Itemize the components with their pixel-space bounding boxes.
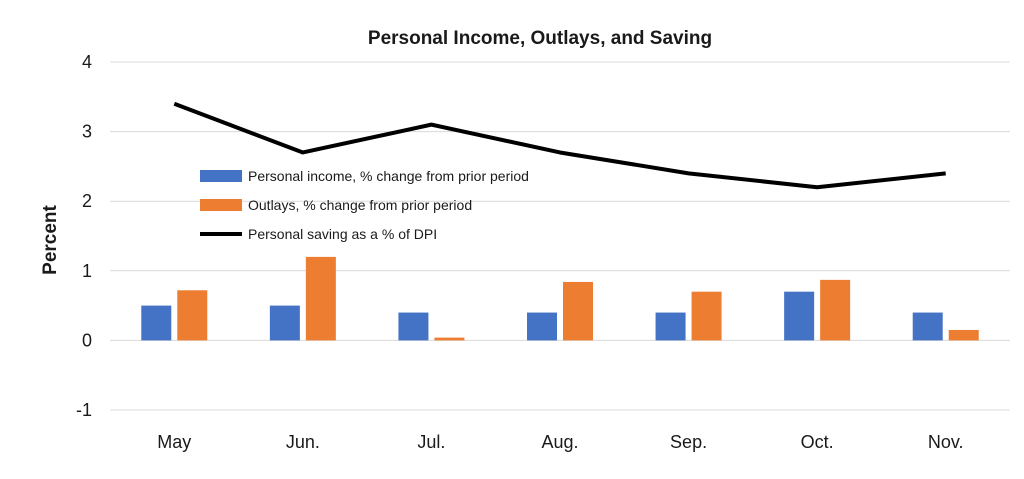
legend-swatch [200, 170, 242, 182]
series-line [173, 101, 946, 190]
x-tick-label: Nov. [928, 432, 964, 452]
y-tick-label: -1 [76, 400, 92, 420]
x-tick-label: Aug. [541, 432, 578, 452]
bar [398, 312, 429, 341]
bar [269, 305, 300, 341]
x-tick-label: Oct. [801, 432, 834, 452]
bar [820, 279, 851, 341]
bar [784, 291, 815, 341]
bar [527, 312, 557, 341]
bar [912, 312, 943, 341]
saving-line [173, 101, 946, 190]
x-tick-label: Jul. [417, 432, 445, 452]
bar [141, 305, 172, 341]
bar [177, 290, 208, 341]
legend-label: Personal saving as a % of DPI [248, 226, 437, 242]
y-axis-label: Percent [40, 204, 61, 274]
y-tick-label: 4 [82, 52, 92, 72]
bars [141, 256, 979, 341]
y-tick-label: 2 [82, 191, 92, 211]
y-tick-label: 1 [82, 261, 92, 281]
legend: Personal income, % change from prior per… [200, 168, 529, 242]
x-tick-label: Jun. [286, 432, 320, 452]
bar [563, 281, 593, 341]
x-tick-label: Sep. [670, 432, 707, 452]
gridlines [110, 61, 1010, 411]
legend-swatch [200, 199, 242, 211]
chart-title: Personal Income, Outlays, and Saving [368, 28, 712, 49]
legend-label: Outlays, % change from prior period [248, 197, 472, 213]
bar [655, 312, 686, 341]
y-tick-label: 0 [82, 330, 92, 350]
bar [434, 337, 465, 341]
bar [691, 291, 722, 341]
y-axis-ticks: -1 0 1 2 3 4 [76, 52, 92, 420]
x-tick-label: May [157, 432, 191, 452]
y-tick-label: 3 [82, 122, 92, 142]
legend-label: Personal income, % change from prior per… [248, 168, 529, 184]
x-axis-ticks: May Jun. Jul. Aug. Sep. Oct. Nov. [157, 432, 963, 452]
bar [948, 329, 979, 341]
bar [305, 256, 336, 341]
